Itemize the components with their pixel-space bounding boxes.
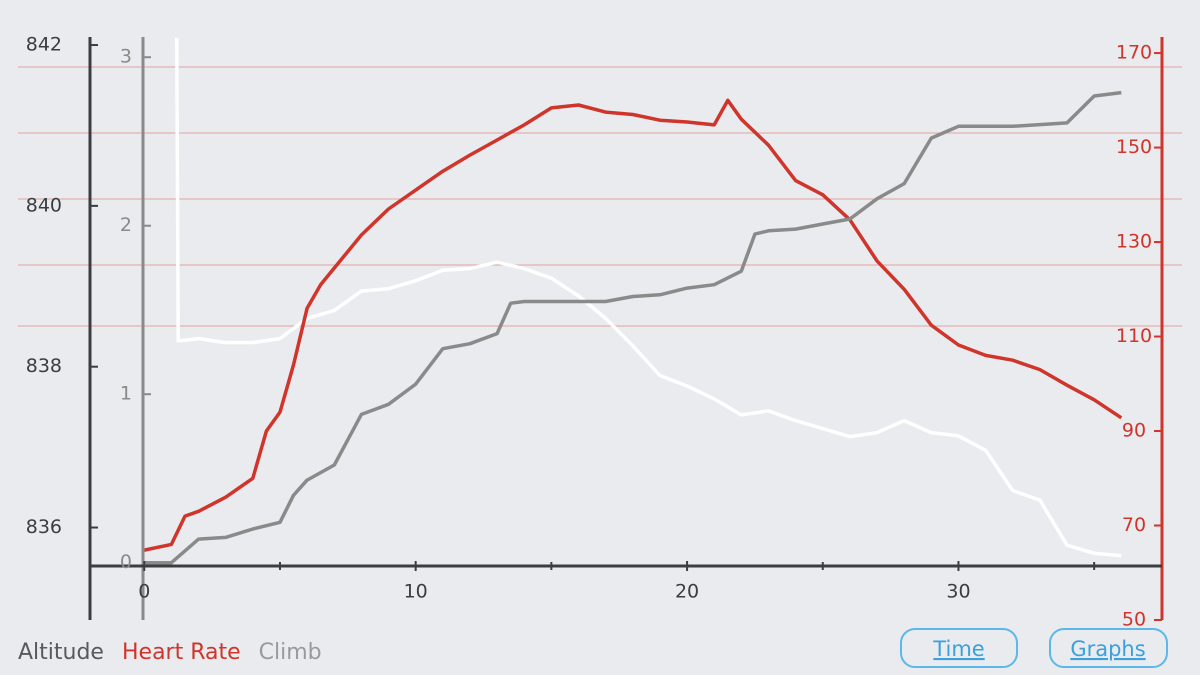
y2-tick-label: 50 xyxy=(1122,609,1146,631)
x-tick-label: 30 xyxy=(946,581,970,603)
legend: Altitude Heart Rate Climb xyxy=(18,640,322,665)
time-button[interactable]: Time xyxy=(900,628,1018,668)
button-frame[interactable] xyxy=(900,628,1018,668)
series-line xyxy=(144,90,1122,565)
y3-tick-label: 1 xyxy=(120,383,132,405)
button-label[interactable]: Graphs xyxy=(1070,637,1145,661)
y3-tick-label: 0 xyxy=(120,551,132,573)
button-frame[interactable] xyxy=(1049,628,1168,668)
series-line xyxy=(143,98,1123,552)
series-line xyxy=(175,37,1122,558)
y3-tick-label: 3 xyxy=(120,46,132,68)
decor-lines xyxy=(18,66,1182,327)
plot xyxy=(143,37,1123,565)
x-tick-label: 10 xyxy=(404,581,428,603)
y2-tick-label: 150 xyxy=(1116,136,1152,158)
legend-entry: Altitude xyxy=(18,640,104,665)
y2-tick-label: 70 xyxy=(1122,514,1146,536)
y-tick-label: 836 xyxy=(26,516,62,538)
legend-entry: Climb xyxy=(259,640,322,665)
y-tick-label: 842 xyxy=(26,34,62,56)
y-tick-label: 840 xyxy=(26,194,62,216)
x-tick-label: 20 xyxy=(675,581,699,603)
y-tick-label: 838 xyxy=(26,355,62,377)
y2-tick-label: 130 xyxy=(1116,231,1152,253)
legend-entry: Heart Rate xyxy=(122,640,241,665)
graphs-button[interactable]: Graphs xyxy=(1049,628,1168,668)
button-label[interactable]: Time xyxy=(932,637,984,661)
y2-tick-label: 170 xyxy=(1116,42,1152,64)
x-tick-label: 0 xyxy=(138,581,150,603)
y2-tick-label: 90 xyxy=(1122,420,1146,442)
y3-tick-label: 2 xyxy=(120,214,132,236)
y2-tick-label: 110 xyxy=(1116,325,1152,347)
